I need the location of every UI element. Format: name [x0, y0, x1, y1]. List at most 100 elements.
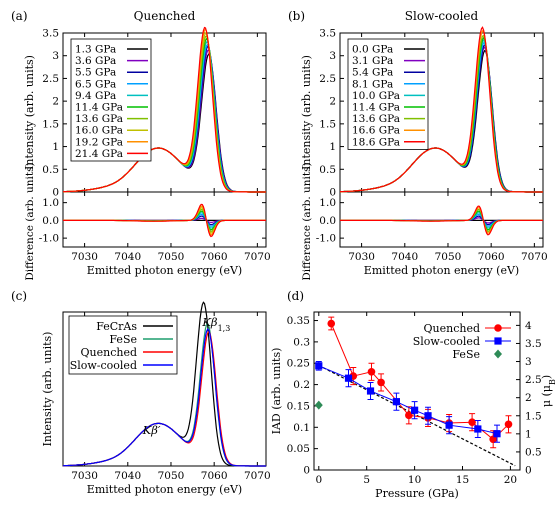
- panel-1-xtick-label-2: 7050: [435, 251, 462, 263]
- panel-1-diff-ytick-label-1: 0.0: [319, 215, 336, 227]
- panel-3-ytick-label-5: 0.25: [287, 358, 310, 370]
- panel-1-legend-label-4: 10.0 GPa: [352, 90, 400, 102]
- panel-1-main-ytick-label-1: 0.5: [319, 164, 336, 176]
- panel-0-xtick-label-1: 7040: [114, 251, 141, 263]
- panel-2-xtick-label-2: 7050: [158, 470, 185, 482]
- panel-3-ytick-right-label-1: 0.5: [525, 446, 542, 458]
- panel-1-legend: [347, 38, 429, 150]
- panel-2-xtick-label-1: 7040: [114, 470, 141, 482]
- panel-1-diff-ytick-label-0: -1.0: [316, 233, 336, 245]
- panel-1-diff-series-8: [340, 205, 543, 236]
- panel-3-point-1-2: [366, 387, 375, 395]
- panel-0-legend-label-0: 1.3 GPa: [75, 44, 116, 56]
- panel-1-xtick-label-4: 7070: [521, 251, 548, 263]
- panel-2-axes: [62, 311, 267, 467]
- panel-2-xlabel: Emitted photon energy (eV): [87, 483, 242, 496]
- panel-3-ytick-right-label-7: 3.5: [525, 338, 542, 350]
- panel-3-xtick-label-3: 15: [456, 474, 469, 486]
- panel-3-legend-marker-2: [494, 349, 502, 359]
- panel-3-point-0-2: [367, 367, 376, 376]
- panel-1-legend-label-3: 8.1 GPa: [352, 78, 393, 90]
- panel-1-main-ytick-label-5: 2.5: [319, 73, 336, 85]
- panel-0-ylabel: Intensity (arb. units): [23, 55, 36, 170]
- panel-1-main-ytick-label-3: 1.5: [319, 118, 336, 130]
- panel-1-xtick-label-3: 7060: [478, 251, 505, 263]
- panel-2-series-3: [63, 328, 266, 467]
- panel-3-xlabel: Pressure (GPa): [375, 487, 459, 500]
- panel-0-legend-label-7: 16.0 GPa: [75, 125, 123, 137]
- panel-2-xtick-label-4: 7070: [244, 470, 271, 482]
- panel-3-point-0-7: [468, 418, 476, 426]
- panel-0-main-ytick-label-4: 2: [52, 96, 59, 108]
- panel-3-series-line-0: [330, 323, 509, 440]
- panel-2-xtick-label-3: 7060: [201, 470, 228, 482]
- panel-1-title: Slow-cooled: [405, 9, 479, 23]
- panel-0-legend: [70, 38, 152, 162]
- panel-3-ytick-label-0: 0: [303, 465, 310, 477]
- panel-0-diff-ytick-label-2: 1.0: [42, 197, 59, 209]
- panel-2-legend-label-2: Quenched: [81, 346, 138, 359]
- panel-1-legend-label-0: 0.0 GPa: [352, 44, 393, 56]
- panel-3-ytick-label-3: 0.15: [287, 400, 310, 412]
- panel-1-main-ytick-label-0: 0: [329, 187, 336, 199]
- panel-3-point-1-3: [392, 398, 400, 406]
- panel-1-legend-label-8: 18.6 GPa: [352, 136, 400, 148]
- panel-0-main-ytick-label-3: 1.5: [42, 118, 59, 130]
- panel-2-annotation-0: Kβ′: [142, 423, 161, 437]
- panel-3-point-1-1: [344, 374, 353, 382]
- panel-3-ytick-label-2: 0.1: [293, 422, 310, 434]
- panel-0-legend-label-2: 5.5 GPa: [75, 67, 116, 79]
- panel-3-point-0-4: [405, 411, 413, 420]
- panel-3-xtick-label-2: 10: [408, 474, 421, 486]
- panel-3-legend-label-2: FeSe: [452, 348, 480, 361]
- panel-3-point-1-0: [315, 362, 323, 370]
- panel-0-xtick-label-2: 7050: [158, 251, 185, 263]
- panel-0-main-ytick-label-0: 0: [52, 187, 59, 199]
- panel-1-ylabel: Intensity (arb. units): [300, 55, 313, 170]
- panel-3-xtick-label-0: 0: [315, 474, 322, 486]
- panel-0-main-ytick-label-7: 3.5: [42, 28, 59, 40]
- panel-0-diff-axes: [62, 191, 267, 248]
- panel-1-label: (b): [288, 9, 305, 23]
- panel-0-legend-label-8: 19.2 GPa: [75, 136, 123, 148]
- panel-1-main-ytick-label-7: 3.5: [319, 28, 336, 40]
- panel-1-main-ytick-label-2: 1: [329, 141, 336, 153]
- panel-2-legend-label-1: FeSe: [109, 333, 137, 346]
- panel-3-ytick-right-label-5: 2.5: [525, 374, 542, 386]
- panel-2-legend-label-3: Slow-cooled: [70, 359, 137, 372]
- panel-0-main-ytick-label-2: 1: [52, 141, 59, 153]
- panel-2-ylabel: Intensity (arb. units): [41, 332, 54, 447]
- panel-3-ytick-right-label-6: 3: [525, 356, 532, 368]
- panel-3-legend-label-1: Slow-cooled: [413, 335, 480, 348]
- panel-0-diff-ytick-label-0: -1.0: [39, 233, 59, 245]
- panel-1-legend-label-1: 3.1 GPa: [352, 55, 393, 67]
- panel-2-xtick-label-0: 7030: [71, 470, 98, 482]
- panel-0-legend-label-9: 21.4 GPa: [75, 148, 123, 160]
- panel-0-legend-label-1: 3.6 GPa: [75, 55, 116, 67]
- panel-3-point-1-5: [424, 412, 432, 420]
- panel-0-label: (a): [11, 9, 28, 23]
- panel-1-xtick-label-1: 7040: [391, 251, 418, 263]
- panel-3-point-1-7: [474, 425, 482, 433]
- panel-0-diff-ytick-label-1: 0.0: [42, 215, 59, 227]
- panel-1-legend-label-6: 13.6 GPa: [352, 113, 400, 125]
- panel-0-legend-label-6: 13.6 GPa: [75, 113, 123, 125]
- panel-0-diff-series-9: [63, 203, 266, 238]
- panel-2-legend-label-0: FeCrAs: [96, 320, 137, 333]
- panel-1-xtick-label-0: 7030: [348, 251, 375, 263]
- panel-1-legend-label-5: 11.4 GPa: [352, 102, 400, 114]
- panel-3-ylabel-right: μ (μB): [540, 375, 557, 407]
- panel-0-ylabel-diff: Difference (arb. units): [24, 162, 36, 280]
- panel-3-ytick-label-4: 0.2: [293, 379, 310, 391]
- panel-0-main-ytick-label-6: 3: [52, 50, 59, 62]
- panel-3-legend-label-0: Quenched: [424, 322, 481, 335]
- panel-3-point-1-6: [445, 421, 453, 429]
- panel-1-xlabel: Emitted photon energy (eV): [364, 264, 519, 277]
- panel-0-main-ytick-label-5: 2.5: [42, 73, 59, 85]
- panel-3-ytick-label-1: 0.05: [287, 443, 310, 455]
- panel-0-legend-label-3: 6.5 GPa: [75, 78, 116, 90]
- panel-3-ytick-right-label-8: 4: [525, 320, 532, 332]
- panel-1-ylabel-diff: Difference (arb. units): [301, 162, 313, 280]
- panel-0-title: Quenched: [134, 9, 196, 23]
